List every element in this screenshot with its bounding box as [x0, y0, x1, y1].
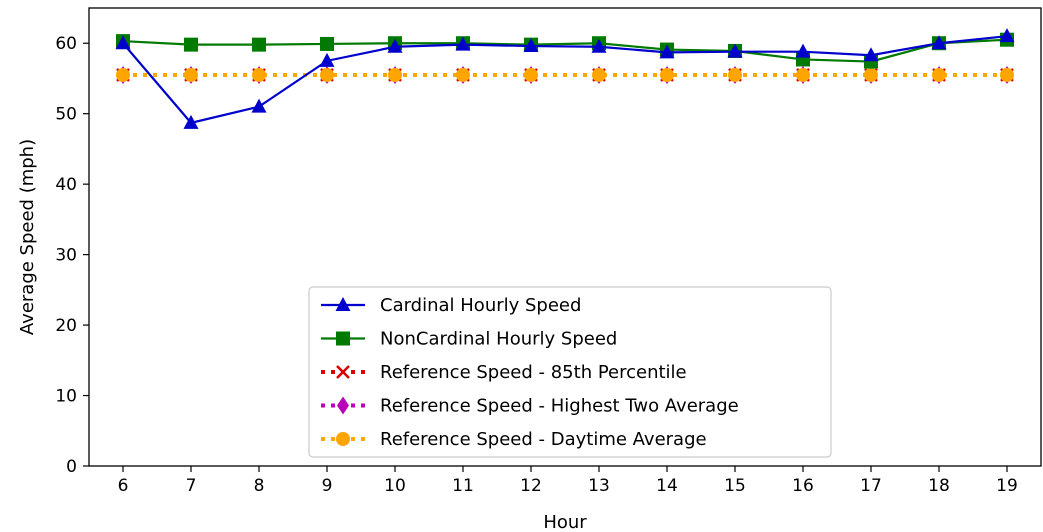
x-tick-label: 8 — [254, 476, 265, 496]
x-tick-label: 14 — [656, 476, 678, 496]
series-layer — [115, 28, 1015, 129]
legend-marker — [336, 432, 350, 446]
data-point — [456, 67, 470, 82]
series-noncardinal-hourly-speed — [116, 32, 1014, 69]
series-reference-speed-daytime-average — [116, 67, 1014, 82]
legend-marker — [336, 331, 350, 346]
y-tick-label: 20 — [55, 316, 77, 336]
x-tick-label: 18 — [928, 476, 950, 496]
series-line — [122, 35, 1008, 125]
legend-marker — [336, 365, 350, 379]
data-point — [184, 37, 198, 52]
series-line — [122, 38, 1008, 63]
x-tick-label: 6 — [118, 476, 129, 496]
y-tick-label: 10 — [55, 387, 77, 407]
legend-item: Cardinal Hourly Speed — [321, 295, 581, 316]
x-tick-label: 13 — [588, 476, 610, 496]
x-tick-label: 16 — [792, 476, 814, 496]
legend-label: NonCardinal Hourly Speed — [380, 329, 617, 350]
data-point — [660, 67, 674, 82]
y-tick-label: 0 — [66, 457, 77, 477]
data-point — [183, 114, 199, 129]
x-tick-label: 10 — [384, 476, 406, 496]
data-point — [592, 67, 606, 82]
legend-marker — [335, 297, 351, 311]
data-point — [320, 67, 334, 82]
y-tick-label: 60 — [55, 34, 77, 54]
data-point — [115, 35, 131, 50]
legend-box — [308, 286, 832, 458]
data-point — [388, 67, 402, 82]
legend-item: Reference Speed - Highest Two Average — [321, 396, 739, 417]
x-tick-label: 15 — [724, 476, 746, 496]
data-point — [387, 38, 403, 53]
legend-item: Reference Speed - Daytime Average — [321, 429, 707, 450]
data-point — [659, 44, 675, 59]
data-point — [184, 67, 198, 82]
data-point — [795, 43, 811, 58]
x-tick-label: 19 — [996, 476, 1018, 496]
data-point — [796, 67, 810, 82]
x-axis: 6 7 8 9 10 11 12 13 14 15 16 17 18 19 — [118, 466, 1018, 496]
series-cardinal-hourly-speed — [115, 28, 1015, 129]
y-tick-label: 40 — [55, 175, 77, 195]
legend-item: NonCardinal Hourly Speed — [321, 329, 617, 350]
legend-label: Reference Speed - 85th Percentile — [380, 362, 687, 383]
x-tick-label: 11 — [452, 476, 474, 496]
data-point — [455, 36, 471, 51]
data-point — [320, 36, 334, 51]
data-point — [251, 98, 267, 113]
data-point — [932, 67, 946, 82]
x-tick-label: 7 — [186, 476, 197, 496]
data-point — [999, 28, 1015, 43]
data-point — [931, 35, 947, 50]
data-point — [116, 67, 130, 82]
data-point — [1000, 67, 1014, 82]
x-tick-label: 12 — [520, 476, 542, 496]
data-point — [524, 67, 538, 82]
y-tick-label: 30 — [55, 246, 77, 266]
legend-label: Reference Speed - Daytime Average — [380, 429, 707, 450]
legend-item: Reference Speed - 85th Percentile — [321, 362, 687, 383]
data-point — [863, 47, 879, 62]
data-point — [252, 67, 266, 82]
data-point — [252, 37, 266, 52]
data-point — [728, 67, 742, 82]
legend-marker — [337, 396, 349, 415]
data-point — [864, 67, 878, 82]
x-tick-label: 17 — [860, 476, 882, 496]
legend-label: Cardinal Hourly Speed — [380, 295, 581, 316]
data-point — [319, 52, 335, 67]
data-point — [523, 38, 539, 53]
x-tick-label: 9 — [322, 476, 333, 496]
plot-area — [88, 7, 1042, 467]
legend-label: Reference Speed - Highest Two Average — [380, 396, 739, 417]
y-axis: 0 10 20 30 40 50 60 — [55, 34, 89, 477]
x-axis-title: Hour — [543, 512, 587, 532]
y-axis-title: Average Speed (mph) — [17, 139, 38, 335]
plot-frame — [88, 7, 1042, 467]
data-point — [727, 43, 743, 58]
data-point — [591, 38, 607, 53]
legend: Cardinal Hourly Speed NonCardinal Hourly … — [308, 286, 832, 458]
y-tick-label: 50 — [55, 105, 77, 125]
